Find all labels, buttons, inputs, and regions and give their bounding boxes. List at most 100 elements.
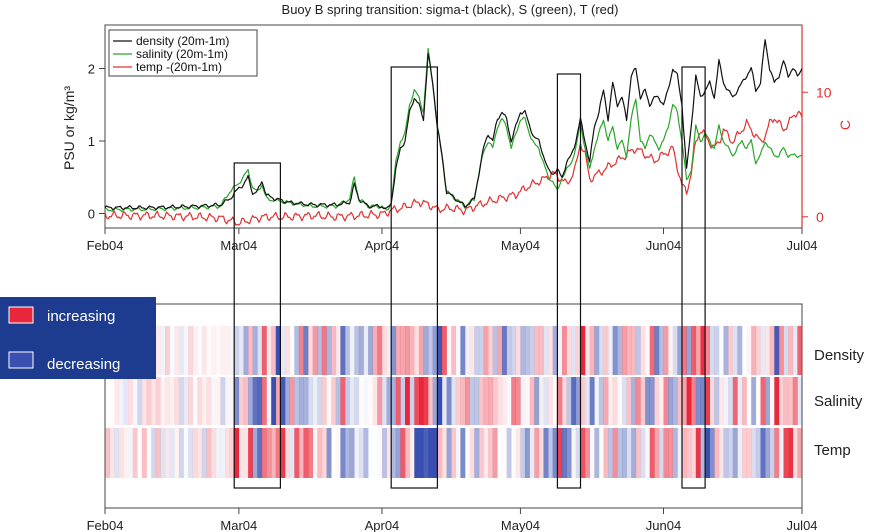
heat-cell xyxy=(303,326,309,375)
heat-cell xyxy=(778,428,784,478)
heat-cell xyxy=(298,326,304,375)
heat-cell xyxy=(672,326,678,375)
heat-cell xyxy=(280,326,286,375)
heat-cell xyxy=(451,428,457,478)
heat-cell xyxy=(682,326,687,375)
heat-cell xyxy=(783,377,789,425)
heat-cell xyxy=(266,377,272,425)
heat-cell xyxy=(382,377,387,425)
heat-cell xyxy=(456,326,461,375)
heat-cell xyxy=(769,326,775,375)
heat-cell xyxy=(709,377,715,425)
heatmap-x-tick-label: Jun04 xyxy=(646,518,681,532)
heat-cell xyxy=(437,377,443,425)
heat-cell xyxy=(437,428,443,478)
row-label-density: Density xyxy=(814,347,865,364)
heat-cell xyxy=(515,428,521,478)
heat-cell xyxy=(580,326,586,375)
heat-cell xyxy=(718,377,724,425)
heat-cell xyxy=(174,377,180,425)
heat-cell xyxy=(585,428,590,478)
heat-cell xyxy=(335,377,341,425)
heat-cell xyxy=(395,326,401,375)
x-tick-label: May04 xyxy=(501,238,540,253)
heat-cell xyxy=(792,428,798,478)
heat-cell xyxy=(382,428,387,478)
heat-cell xyxy=(589,326,595,375)
decreasing-label: decreasing xyxy=(47,356,120,373)
heat-cell xyxy=(174,428,180,478)
heat-cell xyxy=(465,326,470,375)
heat-cell xyxy=(603,428,609,478)
heat-cell xyxy=(723,377,729,425)
heat-cell xyxy=(677,428,683,478)
heat-cell xyxy=(737,428,743,478)
heat-cell xyxy=(303,428,309,478)
heat-cell xyxy=(312,326,318,375)
heat-cell xyxy=(285,377,290,425)
heat-cell xyxy=(566,377,572,425)
heatmap-axes: Feb04 Mar04 Apr04 May04 Jun04 Jul04 xyxy=(87,508,818,532)
heat-cell xyxy=(511,428,516,478)
heat-cell xyxy=(682,377,687,425)
heat-cell xyxy=(645,428,650,478)
heat-cell xyxy=(585,377,590,425)
heat-cell xyxy=(622,326,627,375)
heat-cell xyxy=(363,326,369,375)
heat-cell xyxy=(405,377,410,425)
heat-cell xyxy=(617,377,622,425)
heat-cell xyxy=(437,326,443,375)
heat-cell xyxy=(686,377,692,425)
heat-cell xyxy=(197,377,203,425)
heat-cell xyxy=(261,377,267,425)
heat-cell xyxy=(617,326,623,375)
heat-cell xyxy=(760,377,766,425)
heat-cell xyxy=(612,326,618,375)
heat-cell xyxy=(178,326,184,375)
decreasing-swatch xyxy=(8,351,34,369)
heat-cell xyxy=(626,326,632,375)
heat-cell xyxy=(340,326,346,375)
heatmap-x-tick-label: Mar04 xyxy=(220,518,257,532)
increasing-label: increasing xyxy=(47,308,115,325)
heat-cell xyxy=(774,326,780,375)
heat-cell xyxy=(298,377,304,425)
heat-cell xyxy=(155,377,161,425)
heat-cell xyxy=(261,428,267,478)
heat-cell xyxy=(201,377,207,425)
heat-cell xyxy=(151,377,157,425)
heat-cell xyxy=(197,326,202,375)
heat-cell xyxy=(238,428,244,478)
heat-cell xyxy=(193,377,198,425)
heat-cell xyxy=(649,428,655,478)
heat-cell xyxy=(548,377,553,425)
heat-cell xyxy=(252,326,258,375)
heat-cell xyxy=(188,377,193,425)
heat-cell xyxy=(418,326,424,375)
heat-cell xyxy=(234,377,240,425)
heat-cell xyxy=(368,428,373,478)
heat-cell xyxy=(391,326,397,375)
heat-cell xyxy=(215,377,221,425)
heatmap-x-tick-label: May04 xyxy=(501,518,540,532)
heat-cell xyxy=(506,326,512,375)
heat-cell xyxy=(695,326,701,375)
highlight-window xyxy=(390,66,439,489)
heat-cell xyxy=(261,326,267,375)
heat-cell xyxy=(594,377,600,425)
heat-cell xyxy=(511,377,517,425)
heat-cell xyxy=(178,428,184,478)
heat-cell xyxy=(728,428,733,478)
heat-cell xyxy=(160,377,166,425)
heat-cell xyxy=(317,377,323,425)
heat-cell xyxy=(234,428,240,478)
heat-cell xyxy=(649,326,655,375)
heat-cell xyxy=(294,377,300,425)
heat-cell xyxy=(668,326,673,375)
heat-cell xyxy=(225,326,230,375)
heat-cell xyxy=(317,326,323,375)
series-line-density xyxy=(104,39,803,211)
chart-title: Buoy B spring transition: sigma-t (black… xyxy=(282,2,619,17)
heat-cell xyxy=(368,326,373,375)
heat-cell xyxy=(308,377,313,425)
